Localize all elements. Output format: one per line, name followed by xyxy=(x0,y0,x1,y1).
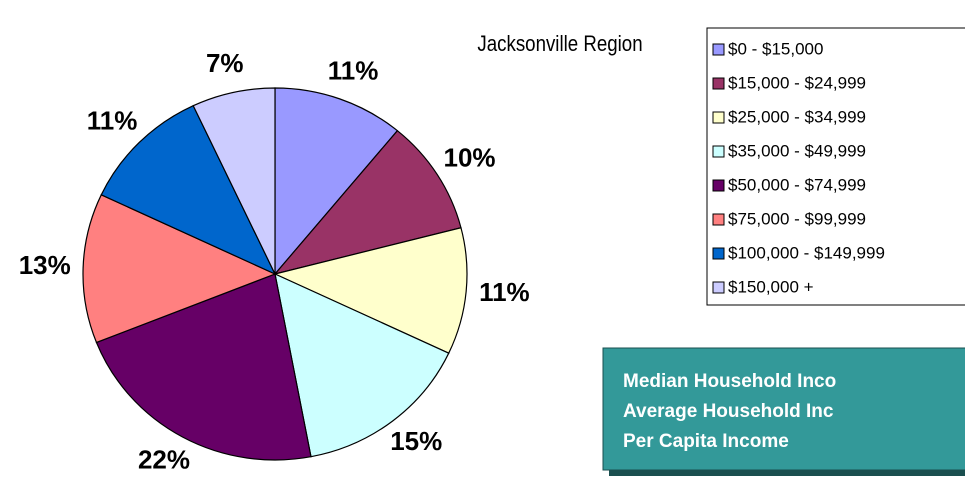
data-label: 11% xyxy=(87,106,138,136)
pie-slice xyxy=(100,104,277,276)
info-line: Average Household Inc xyxy=(623,401,834,422)
legend-label: $0 - $15,000 xyxy=(728,39,823,58)
legend-label: $75,000 - $99,999 xyxy=(728,209,866,228)
pie-slice xyxy=(95,273,312,461)
info-box xyxy=(602,347,965,471)
legend-swatch xyxy=(712,281,725,294)
legend-box xyxy=(706,27,965,306)
chart-title: Jacksonville Region xyxy=(477,32,642,56)
pie-slice xyxy=(274,272,450,458)
legend-label: $150,000 + xyxy=(728,277,814,296)
legend-swatch xyxy=(712,213,725,226)
data-label: 11% xyxy=(479,277,530,307)
legend-swatch xyxy=(712,247,725,260)
data-label: 15% xyxy=(390,426,442,456)
legend-swatch xyxy=(712,179,725,192)
legend-swatch xyxy=(712,145,725,158)
legend-label: $35,000 - $49,999 xyxy=(728,141,866,160)
legend-label: $25,000 - $34,999 xyxy=(728,107,866,126)
data-label: 10% xyxy=(444,142,496,172)
pie-slice xyxy=(82,194,277,344)
legend-swatch xyxy=(712,43,725,56)
legend-label: $100,000 - $149,999 xyxy=(728,243,885,262)
legend-swatch xyxy=(712,111,725,124)
legend-label: $15,000 - $24,999 xyxy=(728,73,866,92)
data-label: 13% xyxy=(19,250,71,280)
data-label: 11% xyxy=(328,56,379,86)
pie-slice xyxy=(192,87,276,275)
data-label: 7% xyxy=(206,48,244,78)
pie-slice xyxy=(274,87,399,276)
pie-slice xyxy=(273,227,468,354)
data-label: 22% xyxy=(138,444,190,474)
legend-label: $50,000 - $74,999 xyxy=(728,175,866,194)
legend-swatch xyxy=(712,77,725,90)
info-line: Per Capita Income xyxy=(623,431,789,452)
pie-slice xyxy=(273,129,462,276)
info-line: Median Household Inco xyxy=(623,371,836,392)
